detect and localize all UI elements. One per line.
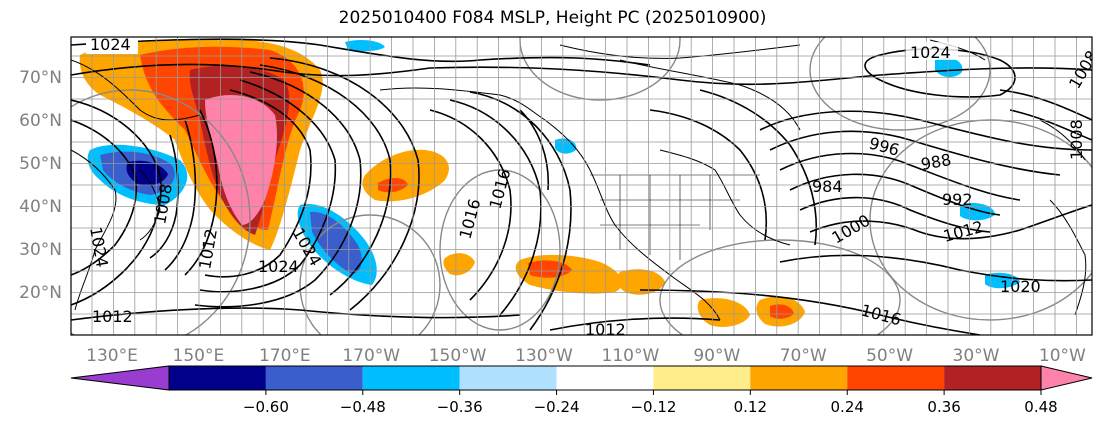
colorbar-extension-low <box>70 365 170 391</box>
colorbar-segment <box>944 366 1041 390</box>
latitude-label: 50°N <box>19 154 62 174</box>
colorbar-segment <box>169 366 266 390</box>
longitude-label: 130°W <box>515 346 573 366</box>
graticule <box>71 37 1092 335</box>
latitude-label: 40°N <box>19 197 62 217</box>
colorbar-tick-label: 0.24 <box>831 398 864 416</box>
colorbar-tick-label: 0.36 <box>927 398 960 416</box>
latitude-label: 20°N <box>19 283 62 303</box>
colorbar-frame <box>168 365 1042 391</box>
isobar-label: 1020 <box>1000 277 1041 296</box>
isobar-label: 984 <box>812 177 843 196</box>
isobar-label: 1024 <box>90 35 131 54</box>
longitude-label: 10°W <box>1039 346 1086 366</box>
map-title: 2025010400 F084 MSLP, Height PC (2025010… <box>338 8 767 28</box>
longitude-label: 30°W <box>953 346 1000 366</box>
colorbar: −0.60 −0.48 −0.36 −0.24 −0.12 0.12 0.24 0.36 0.4… <box>70 365 1093 416</box>
longitude-label: 170°W <box>342 346 400 366</box>
colorbar-tick-label: −0.24 <box>534 398 580 416</box>
colorbar-tick-label: 0.48 <box>1024 398 1057 416</box>
colorbar-segment <box>556 366 654 390</box>
colorbar-tick-label: −0.36 <box>437 398 483 416</box>
longitude-label: 130°E <box>86 346 138 366</box>
colorbar-segment <box>459 366 557 390</box>
isobar-label: 1008 <box>1067 119 1086 160</box>
longitude-label: 90°W <box>693 346 740 366</box>
colorbar-tick-label: −0.48 <box>340 398 386 416</box>
isobar-label: 992 <box>942 190 973 209</box>
longitude-label: 110°W <box>602 346 660 366</box>
isobar-label: 1012 <box>92 307 133 326</box>
colorbar-segment <box>653 366 751 390</box>
latitude-label: 60°N <box>19 111 62 131</box>
longitude-label: 70°W <box>780 346 827 366</box>
latitude-labels: 70°N 60°N 50°N 40°N 30°N 20°N <box>19 68 62 303</box>
latitude-label: 30°N <box>19 240 62 260</box>
height-contours <box>71 37 1092 335</box>
map-frame <box>70 36 1093 336</box>
isobar-labels: 1024 1024 1024 1024 1024 1012 1012 1012 … <box>86 35 1092 339</box>
longitude-label: 150°E <box>173 346 225 366</box>
longitude-label: 150°W <box>429 346 487 366</box>
colorbar-segment <box>847 366 945 390</box>
colorbar-segment <box>265 366 363 390</box>
longitude-labels: 130°E 150°E 170°E 170°W 150°W 130°W 110°W 90°W 7… <box>86 346 1086 366</box>
longitude-label: 170°E <box>259 346 311 366</box>
isobar-label: 1024 <box>258 257 299 276</box>
colorbar-tick-label: −0.12 <box>630 398 676 416</box>
longitude-label: 50°W <box>866 346 913 366</box>
colorbar-tick-label: −0.60 <box>243 398 289 416</box>
isobar-label: 1024 <box>910 43 951 62</box>
isobar-label: 1012 <box>585 320 626 339</box>
colorbar-extension-high <box>1040 365 1093 391</box>
map-area: 1024 1024 1024 1024 1024 1012 1012 1012 … <box>71 35 1092 339</box>
colorbar-segment <box>750 366 848 390</box>
latitude-label: 70°N <box>19 68 62 88</box>
colorbar-segment <box>362 366 460 390</box>
coastlines <box>71 39 1087 321</box>
colorbar-tick-label: 0.12 <box>734 398 767 416</box>
